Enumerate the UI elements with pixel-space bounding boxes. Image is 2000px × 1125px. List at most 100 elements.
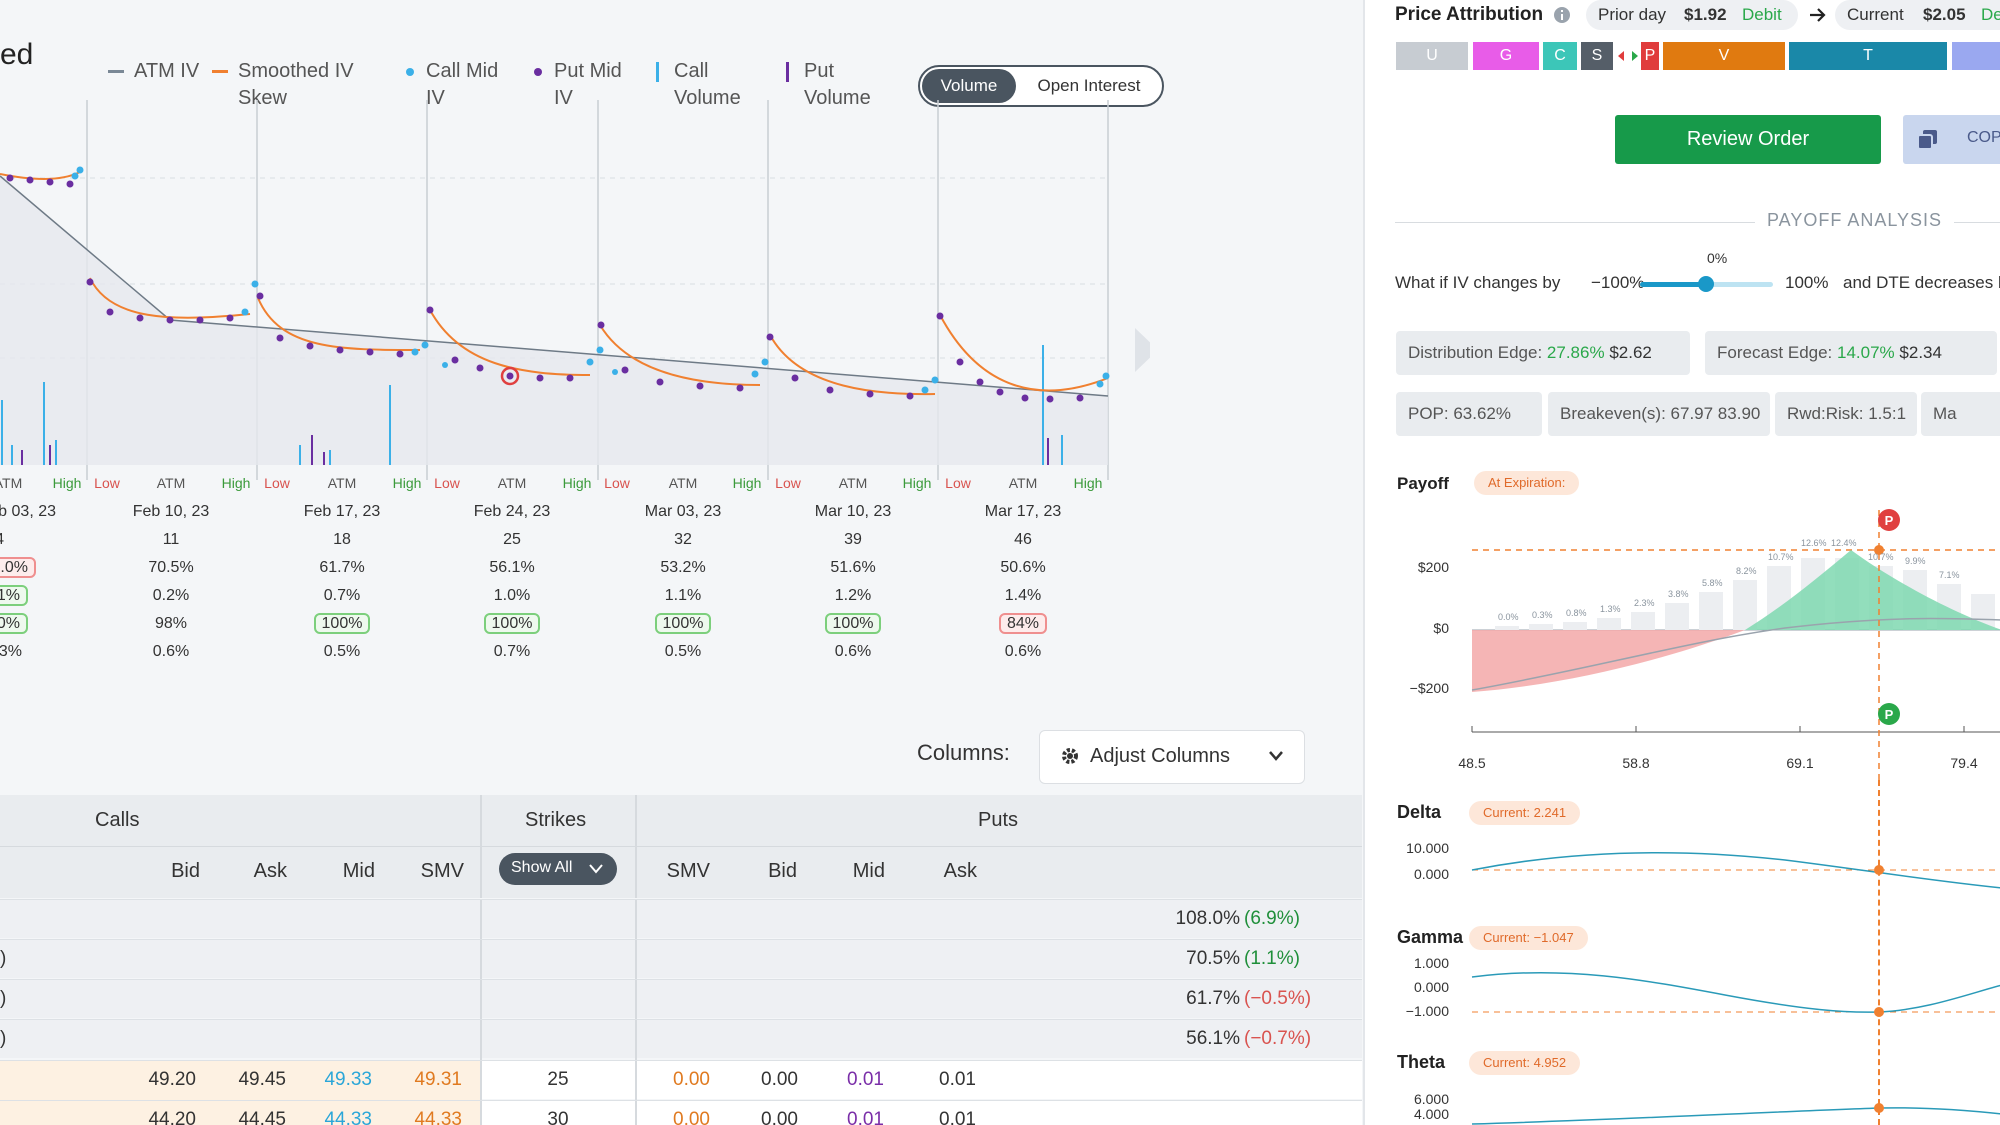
theta-current-badge: Current: 4.952 xyxy=(1469,1051,1581,1075)
col-header-ask[interactable]: Ask xyxy=(253,860,287,882)
legend-call-mid-iv[interactable]: Call Mid IV xyxy=(406,58,516,112)
legend-call-volume[interactable]: Call Volume xyxy=(656,58,764,112)
iv-slider-min: −100% xyxy=(1591,273,1645,292)
table-row[interactable]: 49.20 49.45 49.33 49.31 25 0.00 0.00 0.0… xyxy=(0,1060,1362,1101)
divider xyxy=(1395,222,2000,223)
attribution-vega[interactable]: V xyxy=(1663,42,1785,70)
iv-slider-thumb[interactable] xyxy=(1698,276,1714,292)
move-value: 0.2% xyxy=(152,587,190,604)
distribution-edge-card: Distribution Edge: 27.86% $2.62 xyxy=(1396,331,1690,375)
iv-slider-value: 0% xyxy=(1707,250,1728,266)
attribution-underlying[interactable]: U xyxy=(1396,42,1468,70)
prob-value: 100% xyxy=(313,613,371,634)
prob-value: 0% xyxy=(0,613,28,634)
breakeven-card: Breakeven(s): 67.97 83.90 xyxy=(1548,392,1770,436)
move-value: 1.0% xyxy=(493,587,531,604)
spread-value: 0.6% xyxy=(152,643,190,660)
payoff-chart: P P xyxy=(1471,509,2000,780)
attribution-speed[interactable]: S xyxy=(1581,42,1613,70)
attribution-gamma[interactable]: G xyxy=(1473,42,1539,70)
review-order-button[interactable]: Review Order xyxy=(1615,115,1881,164)
table-row[interactable]: 44.20 44.45 44.33 44.33 30 0.00 0.00 0.0… xyxy=(0,1100,1362,1125)
legend-smoothed-iv-skew[interactable]: Smoothed IV Skew xyxy=(212,58,358,112)
payoff-curve-today xyxy=(1471,617,2000,691)
open-interest-toggle-button[interactable]: Open Interest xyxy=(1037,76,1141,95)
col-header-smv[interactable]: SMV xyxy=(420,860,464,882)
dot-swatch-icon xyxy=(534,68,542,76)
show-all-strikes-button[interactable]: Show All xyxy=(499,853,617,885)
move-value: 1.1% xyxy=(664,587,702,604)
swap-arrows-icon xyxy=(1618,51,1638,61)
call-volume-bars xyxy=(1,345,1063,465)
iv-value: 61.7% xyxy=(319,559,365,576)
expiration-summary-row[interactable]: ) 56.1% (−0.7%) xyxy=(0,1019,1362,1060)
gamma-current-badge: Current: −1.047 xyxy=(1469,926,1588,950)
legend-atm-iv[interactable]: ATM IV xyxy=(108,58,224,85)
delta-current-badge: Current: 2.241 xyxy=(1469,801,1581,825)
expiration-dte: 4 xyxy=(0,531,4,549)
iv-slider-fill xyxy=(1640,282,1706,287)
legend-put-volume[interactable]: Put Volume xyxy=(786,58,894,112)
expiration-summary-row[interactable]: 108.0% (6.9%) xyxy=(0,899,1362,940)
iv-change-prefix: What if IV changes by xyxy=(1395,273,1561,292)
col-header-mid[interactable]: Mid xyxy=(342,860,375,882)
delta-chart xyxy=(1471,852,2000,889)
current-price-marker xyxy=(500,366,520,386)
short-strike-marker: P xyxy=(1878,509,1900,531)
page-title: ed xyxy=(0,38,34,71)
col-header-put-smv[interactable]: SMV xyxy=(666,860,710,882)
expiration-date: Feb 17, 23 xyxy=(303,503,381,520)
volume-toggle-button[interactable]: Volume xyxy=(922,69,1016,103)
col-header-put-ask[interactable]: Ask xyxy=(943,860,977,882)
spread-value: 0.6% xyxy=(834,643,872,660)
strikes-group-header: Strikes xyxy=(525,809,587,831)
pop-card: POP: 63.62% xyxy=(1396,392,1542,436)
legend-put-mid-iv[interactable]: Put Mid IV xyxy=(534,58,644,112)
volume-oi-toggle: Volume Open Interest xyxy=(918,65,1164,107)
atm-iv-area xyxy=(0,176,1108,465)
prob-value: 100% xyxy=(824,613,882,634)
current-price-line xyxy=(1878,780,1880,1125)
dot-swatch-icon xyxy=(406,68,414,76)
put-mid-iv-dots xyxy=(6,174,1084,403)
price-attribution-title: Price Attribution xyxy=(1395,4,1544,25)
adjust-columns-dropdown[interactable]: Adjust Columns xyxy=(1039,730,1305,784)
copy-button[interactable]: COP xyxy=(1903,115,2000,164)
spread-value: 0.5% xyxy=(323,643,361,660)
long-strike-marker: P xyxy=(1878,703,1900,725)
expiration-date: Feb 24, 23 xyxy=(473,503,551,520)
arrow-right-icon xyxy=(1810,8,1826,22)
gear-icon xyxy=(1062,748,1078,764)
attribution-charm[interactable]: C xyxy=(1543,42,1577,70)
at-expiration-badge[interactable]: At Expiration: xyxy=(1474,471,1580,495)
iv-slider-track[interactable] xyxy=(1640,276,1773,292)
col-header-put-mid[interactable]: Mid xyxy=(852,860,885,882)
expiration-date: Mar 03, 23 xyxy=(644,503,722,520)
prob-value: 98% xyxy=(154,615,188,632)
adjust-columns-label: Adjust Columns xyxy=(1090,745,1231,767)
expiration-dte: 18 xyxy=(333,531,351,548)
info-icon[interactable] xyxy=(1553,6,1571,24)
spread-value: 0.5% xyxy=(664,643,702,660)
expiration-summary-row[interactable]: ) 70.5% (1.1%) xyxy=(0,939,1362,980)
chevron-down-icon xyxy=(589,864,603,874)
line-swatch-icon xyxy=(212,70,228,73)
bar-swatch-icon xyxy=(786,62,789,82)
dte-change-text: and DTE decreases b xyxy=(1843,273,2000,292)
attribution-pin[interactable]: P xyxy=(1641,42,1659,70)
col-header-put-bid[interactable]: Bid xyxy=(768,860,797,882)
attribution-other[interactable] xyxy=(1952,42,2000,70)
col-header-bid[interactable]: Bid xyxy=(171,860,200,882)
options-chain-panel: ed ATM IV Smoothed IV Skew Call Mid IV P… xyxy=(0,38,1362,1125)
option-chain-header: Calls Strikes Puts Bid Ask Mid SMV Show … xyxy=(0,795,1362,898)
expiration-summary-row[interactable]: ) 61.7% (−0.5%) xyxy=(0,979,1362,1020)
payoff-x-axis xyxy=(1471,726,2000,733)
attribution-theta[interactable]: T xyxy=(1789,42,1947,70)
prob-value: 100% xyxy=(483,613,541,634)
iv-value: 51.6% xyxy=(830,559,876,576)
prior-day-price: Prior day $1.92 Debit xyxy=(1586,0,1798,30)
expiration-dte: 39 xyxy=(844,531,862,548)
expiration-date: Mar 10, 23 xyxy=(814,503,892,520)
prob-value: 100% xyxy=(654,613,712,634)
expiration-dte: 32 xyxy=(674,531,692,548)
